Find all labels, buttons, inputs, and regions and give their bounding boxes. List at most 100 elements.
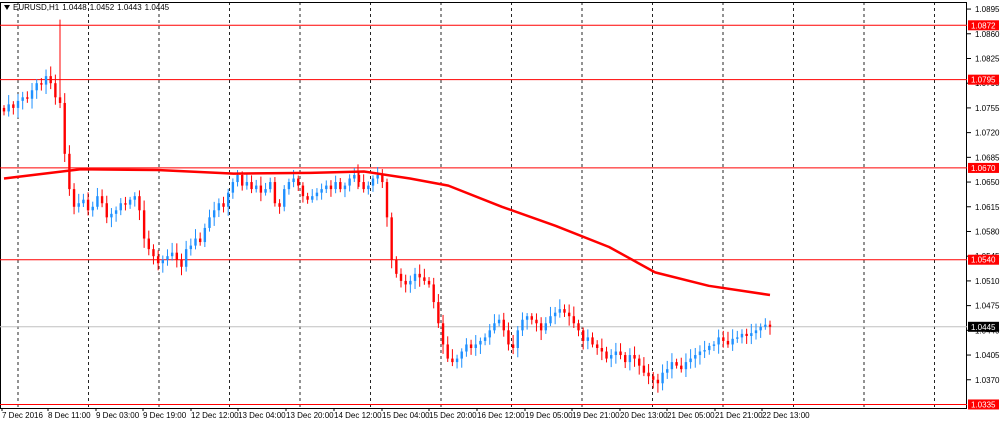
- level-price-tag: [968, 20, 999, 31]
- candle-body: [21, 97, 24, 101]
- candle-body: [231, 182, 235, 193]
- x-axis-tick-label: 14 Dec 12:00: [334, 411, 382, 420]
- candle-body: [269, 182, 272, 190]
- candle-body: [441, 323, 445, 345]
- candle-body: [348, 178, 351, 186]
- candle-body: [301, 185, 305, 197]
- candle-body: [156, 256, 160, 264]
- candle-body: [329, 185, 333, 190]
- level-price-tag-label: 1.0335: [971, 400, 996, 409]
- candle-body: [390, 217, 393, 260]
- candle-body: [367, 185, 370, 190]
- candle-body: [572, 316, 576, 324]
- candle-body: [567, 312, 571, 317]
- candle-body: [750, 333, 753, 336]
- candle-body: [376, 174, 379, 179]
- x-axis-tick-label: 13 Dec 04:00: [238, 411, 286, 420]
- candle-body: [446, 344, 449, 359]
- y-axis-tick-label: 1.0580: [975, 227, 1000, 236]
- candle-body: [320, 189, 323, 193]
- candle-body: [591, 337, 594, 345]
- y-axis-tick-label: 1.0475: [975, 302, 1000, 311]
- candle-body: [208, 217, 211, 228]
- candle-body: [325, 185, 328, 190]
- candle-body: [586, 337, 590, 341]
- candle-body: [694, 355, 697, 359]
- current-price-tag: [968, 321, 999, 332]
- x-axis-tick-label: 21 Dec 05:00: [667, 411, 715, 420]
- candle-body: [152, 249, 155, 257]
- candle-body: [712, 344, 716, 346]
- level-price-tag: [968, 254, 999, 265]
- candle-body: [404, 280, 407, 285]
- candle-body: [581, 330, 585, 341]
- y-axis-tick-label: 1.0825: [975, 54, 1000, 63]
- candle-body: [544, 323, 548, 331]
- x-axis-tick-label: 7 Dec 2016: [2, 411, 43, 420]
- x-axis-tick-label: 19 Dec 05:00: [525, 411, 573, 420]
- candle-body: [283, 189, 286, 207]
- ohlc-low: 1.0443: [117, 3, 142, 12]
- candle-body: [423, 277, 426, 281]
- level-price-tag-label: 1.0872: [971, 21, 996, 30]
- candle-body: [259, 185, 263, 193]
- y-axis-tick-label: 1.0860: [975, 30, 1000, 39]
- candle-body: [703, 350, 706, 352]
- candle-body: [96, 196, 99, 207]
- candle-body: [624, 355, 627, 363]
- y-axis-tick-label: 1.0405: [975, 351, 1000, 360]
- y-axis-tick-label: 1.0615: [975, 203, 1000, 212]
- x-axis-tick-label: 13 Dec 20:00: [286, 411, 334, 420]
- candle-body: [166, 256, 169, 260]
- candle-body: [516, 330, 519, 348]
- y-axis-tick-label: 1.0755: [975, 104, 1000, 113]
- symbol-header: EURUSD,H1 1.0448 1.0452 1.0443 1.0445: [4, 3, 169, 12]
- candle-body: [427, 280, 431, 285]
- x-axis-tick-label: 8 Dec 11:00: [48, 411, 91, 420]
- candle-body: [381, 174, 384, 183]
- candle-body: [306, 196, 309, 200]
- candle-body: [661, 372, 664, 384]
- candle-body: [754, 330, 758, 334]
- candle-body: [488, 330, 491, 338]
- candle-body: [194, 238, 197, 246]
- candle-body: [684, 362, 688, 370]
- moving-average-line: [3, 168, 771, 297]
- menu-triangle-icon[interactable]: [4, 5, 10, 10]
- candle-body: [413, 273, 417, 281]
- candle-body: [525, 316, 529, 320]
- candle-body: [357, 174, 361, 183]
- candle-body: [226, 192, 230, 207]
- candle-body: [395, 259, 398, 274]
- candle-body: [549, 316, 552, 324]
- candle-body: [180, 259, 183, 267]
- x-axis-tick-label: 21 Dec 21:00: [715, 411, 763, 420]
- candle-body: [563, 309, 566, 313]
- level-price-tag-label: 1.0540: [971, 256, 996, 265]
- candle-body: [768, 324, 772, 327]
- candle-body: [680, 365, 683, 370]
- candle-body: [595, 344, 599, 348]
- candle-body: [717, 337, 720, 345]
- candle-body: [54, 83, 57, 98]
- candle-body: [40, 83, 43, 85]
- candle-body: [58, 97, 62, 103]
- candle-body: [558, 309, 562, 313]
- candle-body: [451, 358, 454, 363]
- candle-body: [35, 83, 38, 91]
- candle-body: [311, 196, 314, 200]
- candle-body: [142, 210, 146, 239]
- x-axis-tick-label: 19 Dec 21:00: [572, 411, 620, 420]
- candle-body: [577, 323, 580, 331]
- candle-body: [339, 182, 342, 190]
- candle-body: [483, 337, 487, 341]
- candle-body: [124, 203, 127, 205]
- candle-body: [628, 355, 632, 363]
- ohlc-high: 1.0452: [89, 3, 115, 12]
- candle-body: [469, 344, 473, 348]
- candle-body: [731, 338, 734, 345]
- candle-body: [2, 107, 6, 112]
- candle-body: [189, 245, 193, 250]
